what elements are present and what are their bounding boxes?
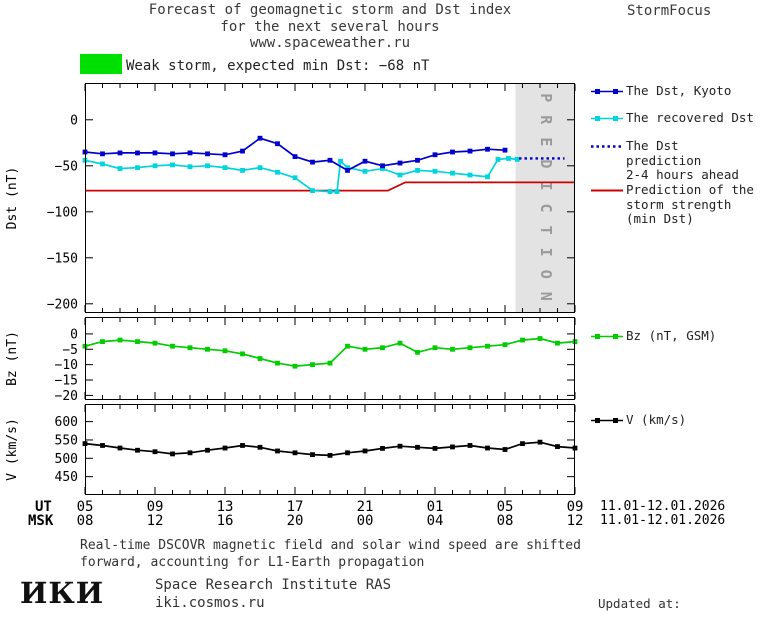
x-axis-ticks bbox=[84, 318, 576, 399]
ut-axis-label: UT bbox=[35, 499, 52, 515]
updated-label: Updated at: bbox=[598, 596, 681, 611]
y-axis-ticks: 0−5−10−15−20 bbox=[55, 327, 574, 400]
series-bz-nt-gsm- bbox=[82, 336, 578, 369]
svg-text:−5: −5 bbox=[62, 343, 78, 358]
ut-tick-label: 17 bbox=[286, 499, 304, 515]
legend-marker-icon bbox=[591, 116, 623, 121]
ut-tick-label: 01 bbox=[426, 499, 444, 515]
title-line-1: Forecast of geomagnetic storm and Dst in… bbox=[148, 2, 512, 18]
msk-tick-label: 00 bbox=[356, 513, 374, 529]
ut-tick-label: 13 bbox=[216, 499, 234, 515]
legend-item-5: V (km/s) bbox=[590, 412, 687, 428]
svg-text:−10: −10 bbox=[55, 358, 78, 373]
bz-chart: 0−5−10−15−20 Bz (nT) bbox=[5, 317, 578, 400]
legend-label: The Dst prediction 2-4 hours ahead bbox=[626, 138, 739, 182]
msk-tick-label: 04 bbox=[426, 513, 444, 529]
svg-text:0: 0 bbox=[70, 327, 78, 342]
svg-text:P R E D I C T I O N: P R E D I C T I O N bbox=[537, 93, 555, 303]
msk-tick-label: 12 bbox=[146, 513, 164, 529]
svg-text:450: 450 bbox=[55, 470, 78, 485]
legend-marker-icon bbox=[591, 418, 623, 423]
legend-marker-icon bbox=[591, 145, 623, 148]
legend-label: Bz (nT, GSM) bbox=[626, 328, 717, 343]
legend-item-1: The recovered Dst bbox=[590, 110, 754, 126]
series-the-recovered-dst bbox=[82, 156, 520, 194]
y-axis-ticks: 0 −50 −100 −150 −200 bbox=[47, 113, 574, 312]
storm-level-swatch bbox=[80, 54, 122, 74]
legend-label: Prediction of the storm strength (min Dst) bbox=[626, 182, 754, 226]
legend-item-4: Bz (nT, GSM) bbox=[590, 328, 717, 344]
msk-tick-label: 12 bbox=[566, 513, 584, 529]
panel-border bbox=[85, 404, 575, 495]
y-axis-title: Bz (nT) bbox=[5, 331, 20, 386]
msk-tick-label: 08 bbox=[496, 513, 514, 529]
svg-text:0: 0 bbox=[70, 113, 78, 128]
svg-text:−200: −200 bbox=[47, 297, 78, 312]
msk-tick-label: 20 bbox=[286, 513, 304, 529]
legend-label: The recovered Dst bbox=[626, 110, 754, 125]
x-axis-ticks bbox=[84, 84, 576, 312]
iki-logo: ИКИ bbox=[20, 576, 105, 610]
legend-marker-icon bbox=[591, 89, 623, 94]
y-axis-ticks: 600 550 500 450 bbox=[55, 415, 574, 485]
series-the-dst-kyoto bbox=[82, 135, 508, 173]
legend-marker-icon bbox=[591, 189, 623, 192]
x-axis-ticks bbox=[84, 405, 576, 494]
ut-date-range: 11.01-12.01.2026 bbox=[600, 499, 726, 514]
institute-site: iki.cosmos.ru bbox=[155, 595, 265, 611]
ut-tick-label: 09 bbox=[566, 499, 584, 515]
note-line-2: forward, accounting for L1-Earth propaga… bbox=[80, 555, 425, 570]
svg-text:−50: −50 bbox=[55, 159, 78, 174]
series-prediction-of-the-storm-strength-min-dst- bbox=[85, 181, 575, 192]
v-chart: 600 550 500 450 V (km/s) bbox=[5, 404, 578, 495]
ut-tick-label: 09 bbox=[146, 499, 164, 515]
title-line-2: for the next several hours bbox=[220, 18, 440, 35]
dst-chart: P R E D I C T I O N 0 −50 −100 −150 −200 Dst (… bbox=[5, 83, 576, 313]
svg-text:600: 600 bbox=[55, 415, 78, 430]
legend-label: V (km/s) bbox=[626, 412, 687, 427]
msk-tick-label: 16 bbox=[216, 513, 234, 529]
legend-marker-icon bbox=[591, 334, 623, 339]
panel-border bbox=[85, 317, 575, 400]
propagation-note: Real-time DSCOVR magnetic field and sola… bbox=[80, 537, 581, 571]
msk-date-range: 11.01-12.01.2026 bbox=[600, 513, 726, 528]
ut-tick-label: 05 bbox=[496, 499, 514, 515]
svg-text:550: 550 bbox=[55, 433, 78, 448]
svg-text:−150: −150 bbox=[47, 251, 78, 266]
panel-border bbox=[85, 83, 575, 313]
storm-level-label: Weak storm, expected min Dst: −68 nT bbox=[126, 58, 430, 74]
ut-tick-label: 21 bbox=[356, 499, 374, 515]
svg-text:−15: −15 bbox=[55, 374, 78, 389]
legend-item-3: Prediction of the storm strength (min Dst) bbox=[590, 182, 754, 227]
legend-label: The Dst, Kyoto bbox=[626, 83, 732, 98]
legend-item-0: The Dst, Kyoto bbox=[590, 83, 732, 99]
stormfocus-brand: StormFocus bbox=[627, 3, 712, 19]
title-site-url: www.spaceweather.ru bbox=[249, 35, 411, 51]
institute-name: Space Research Institute RAS bbox=[155, 577, 392, 593]
series-v-km-s- bbox=[82, 439, 578, 458]
svg-text:500: 500 bbox=[55, 452, 78, 467]
svg-text:−20: −20 bbox=[55, 389, 78, 400]
msk-tick-label: 08 bbox=[76, 513, 94, 529]
legend-item-2: The Dst prediction 2-4 hours ahead bbox=[590, 138, 760, 183]
updated-block: Updated at: UT 05:05, 12.01.2026 MSK 08:… bbox=[598, 564, 756, 620]
y-axis-title: V (km/s) bbox=[5, 418, 20, 481]
svg-text:−100: −100 bbox=[47, 205, 78, 220]
prediction-band: P R E D I C T I O N bbox=[515, 84, 574, 312]
page-title: Forecast of geomagnetic storm and Dst in… bbox=[100, 2, 560, 52]
msk-axis-label: MSK bbox=[28, 513, 54, 529]
ut-tick-label: 05 bbox=[76, 499, 94, 515]
note-line-1: Real-time DSCOVR magnetic field and sola… bbox=[80, 538, 581, 553]
y-axis-title: Dst (nT) bbox=[5, 167, 20, 230]
